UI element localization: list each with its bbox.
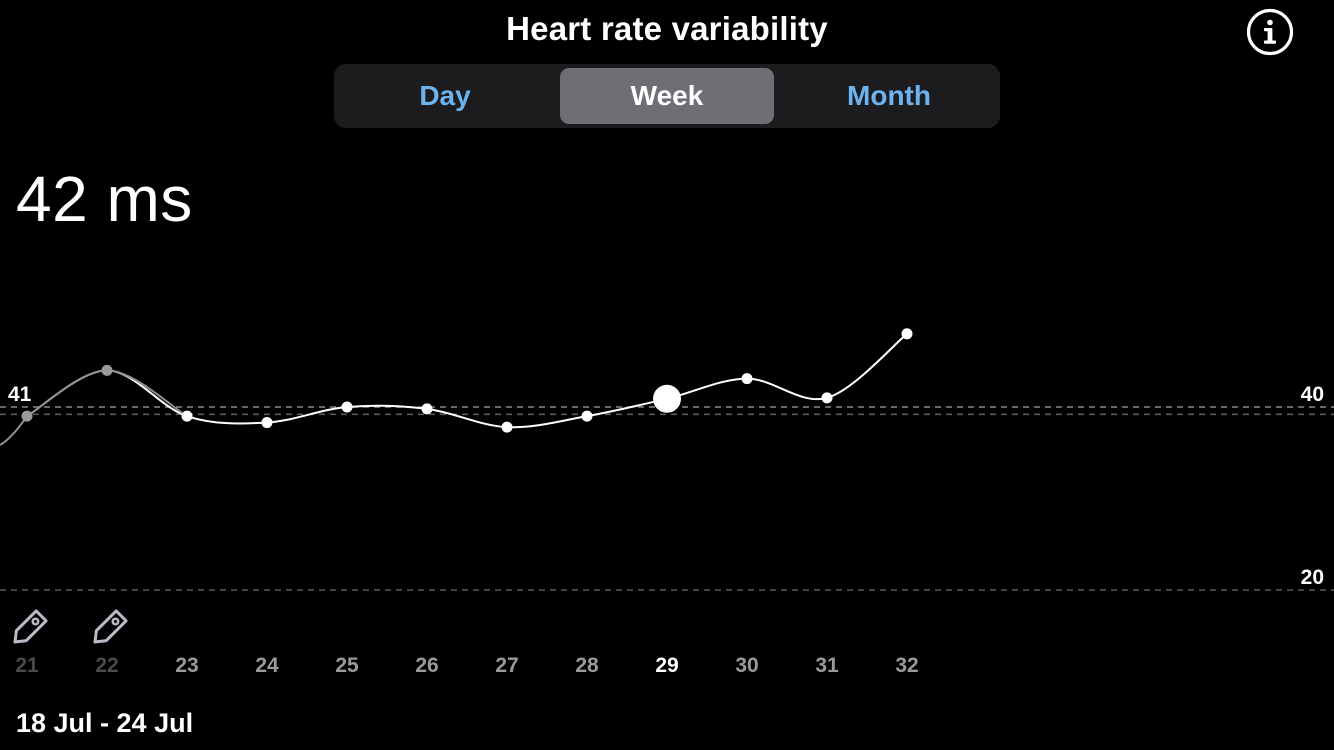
series-line — [26, 333, 908, 429]
current-value: 42 ms — [16, 163, 193, 235]
x-tick-label[interactable]: 30 — [735, 654, 758, 677]
data-point[interactable] — [421, 403, 433, 415]
data-point[interactable] — [581, 410, 593, 422]
x-tick-label[interactable]: 29 — [655, 654, 678, 677]
x-tick-label[interactable]: 23 — [175, 654, 198, 677]
tag-icon[interactable] — [10, 609, 48, 647]
data-point[interactable] — [501, 421, 513, 433]
x-tick-label[interactable]: 22 — [95, 654, 118, 677]
data-point[interactable] — [21, 410, 33, 422]
segment-week[interactable]: Week — [560, 68, 774, 124]
x-tick-label[interactable]: 21 — [15, 654, 39, 677]
series-line-faded — [26, 369, 188, 418]
y-tick-label: 40 — [1301, 383, 1324, 406]
date-range: 18 Jul - 24 Jul — [16, 708, 194, 738]
selected-data-point[interactable] — [653, 384, 681, 413]
info-icon[interactable] — [1246, 8, 1294, 56]
x-tick-label[interactable]: 32 — [895, 654, 918, 677]
data-point[interactable] — [741, 373, 753, 385]
x-tick-label[interactable]: 26 — [415, 654, 438, 677]
data-point[interactable] — [341, 401, 353, 413]
x-tick-label[interactable]: 24 — [255, 654, 279, 677]
x-tick-label[interactable]: 27 — [495, 654, 518, 677]
period-segmented-control: Day Week Month — [334, 64, 1000, 128]
data-point[interactable] — [901, 328, 913, 340]
x-tick-label[interactable]: 31 — [815, 654, 839, 677]
data-point[interactable] — [181, 410, 193, 422]
y-tick-label: 20 — [1301, 566, 1324, 589]
segment-month[interactable]: Month — [847, 80, 931, 111]
left-average-label: 41 — [8, 383, 32, 406]
data-point[interactable] — [101, 364, 113, 376]
data-point[interactable] — [821, 392, 833, 404]
tag-icon[interactable] — [90, 609, 128, 647]
x-tick-label[interactable]: 25 — [335, 654, 359, 677]
data-point[interactable] — [261, 417, 273, 429]
page-title: Heart rate variability — [506, 10, 828, 47]
segment-day[interactable]: Day — [419, 80, 471, 111]
series-line-leadin — [0, 415, 28, 446]
x-tick-label[interactable]: 28 — [575, 654, 599, 677]
